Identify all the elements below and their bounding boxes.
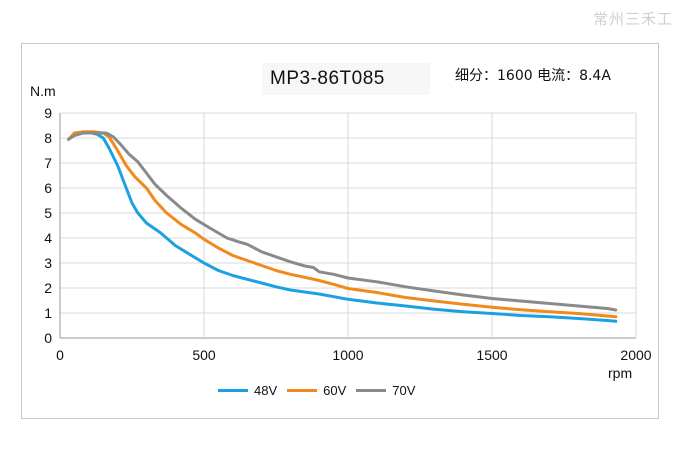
x-tick-label: 1500 (476, 347, 507, 363)
x-tick-label: 1000 (332, 347, 363, 363)
legend-label-48v: 48V (254, 383, 278, 398)
y-tick-label: 7 (44, 155, 52, 171)
chart-frame (21, 43, 659, 419)
y-tick-label: 2 (44, 280, 52, 296)
legend-label-60v: 60V (323, 383, 347, 398)
legend-item-70v: 70V (356, 383, 415, 398)
legend: 48V 60V 70V (218, 383, 425, 398)
y-tick-label: 5 (44, 205, 52, 221)
chart-title: MP3-86T085 (270, 68, 385, 89)
y-tick-label: 6 (44, 180, 52, 196)
legend-swatch-60v (287, 389, 318, 392)
y-tick-label: 8 (44, 130, 52, 146)
x-tick-label: 500 (192, 347, 216, 363)
x-tick-label: 2000 (620, 347, 651, 363)
chart-subtitle: 细分：1600 电流：8.4A (455, 68, 611, 84)
series-line-60v (67, 130, 618, 319)
series-line-70v (67, 131, 618, 312)
legend-item-60v: 60V (287, 383, 346, 398)
y-tick-label: 9 (44, 105, 52, 121)
y-tick-label: 3 (44, 255, 52, 271)
y-tick-label: 0 (44, 330, 52, 346)
x-axis-label: rpm (608, 365, 633, 381)
legend-label-70v: 70V (392, 383, 416, 398)
y-tick-label: 1 (44, 305, 52, 321)
x-tick-label: 0 (56, 347, 64, 363)
y-tick-label: 4 (44, 230, 52, 246)
legend-swatch-70v (356, 389, 387, 392)
watermark: 常州三禾工 (592, 10, 673, 28)
series-line-48v (67, 131, 618, 323)
legend-swatch-48v (218, 389, 248, 392)
title-background (262, 63, 430, 95)
legend-item-48v: 48V (218, 383, 277, 398)
y-axis-label: N.m (30, 83, 56, 99)
